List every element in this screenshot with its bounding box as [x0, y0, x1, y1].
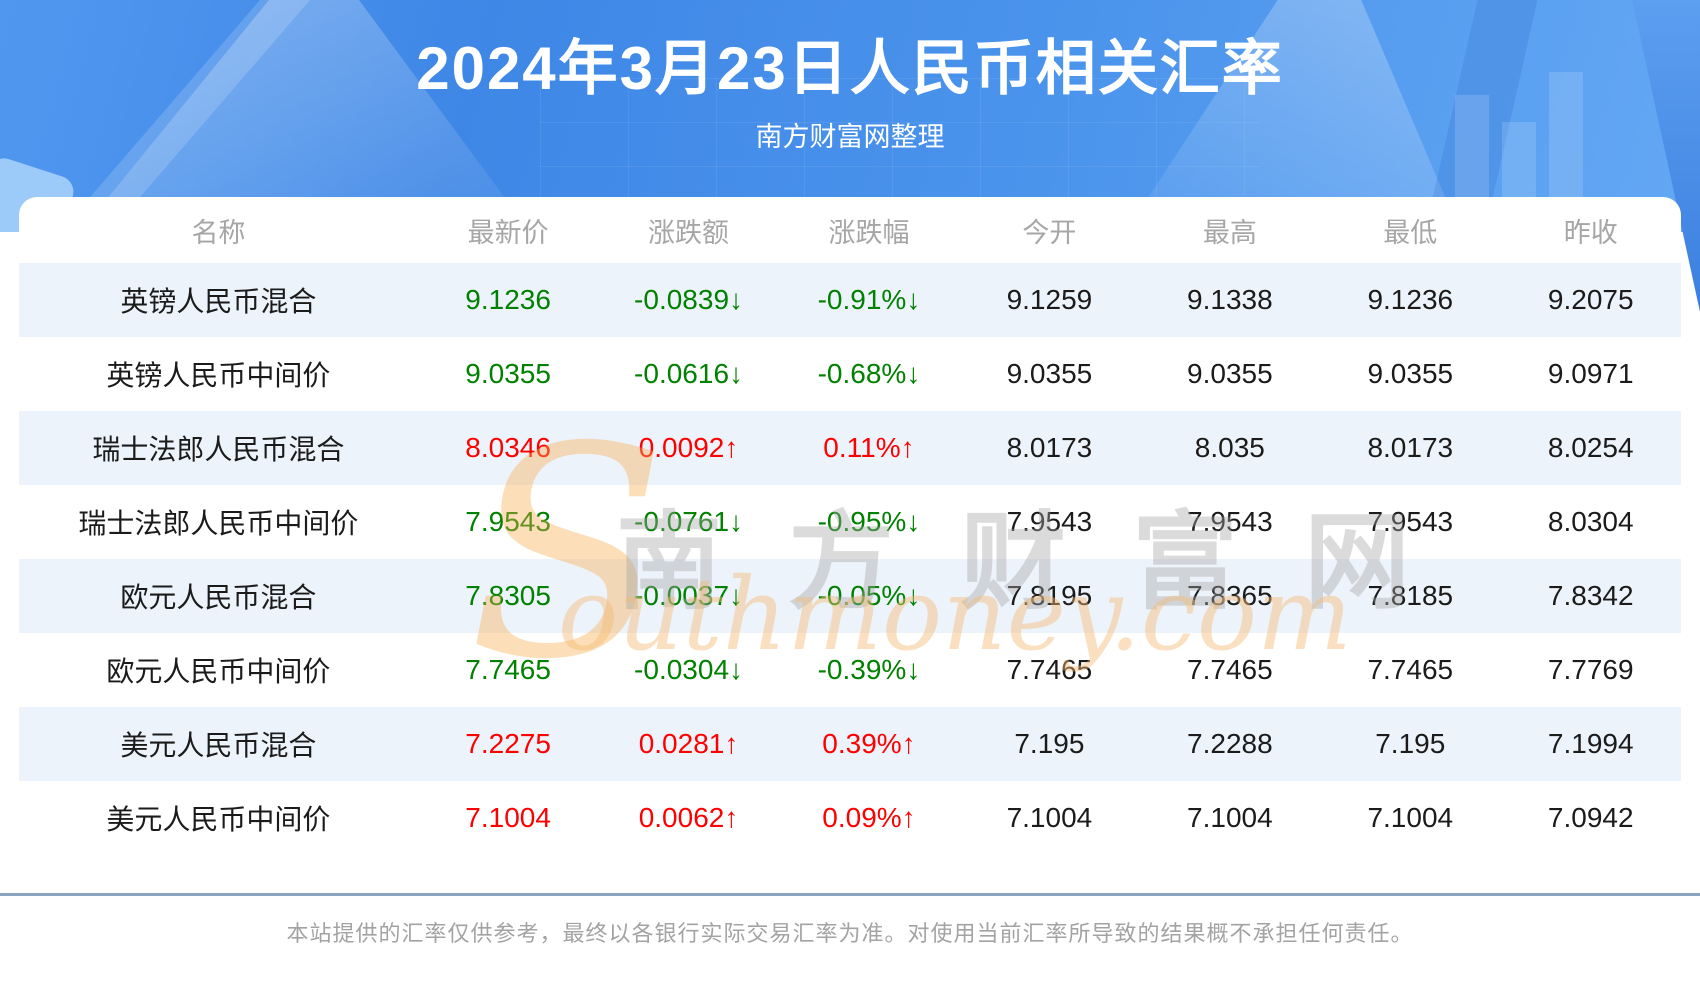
- page-subtitle: 南方财富网整理: [755, 122, 945, 152]
- cell-high: 9.0355: [1187, 358, 1273, 389]
- cell-last-price: 7.7465: [465, 654, 551, 685]
- cell-change-percent: -0.91%↓: [817, 284, 921, 315]
- footer-divider: [0, 893, 1700, 896]
- cell-change-percent: 0.11%↑: [823, 432, 915, 463]
- cell-change-percent: -0.68%↓: [817, 358, 921, 389]
- cell-last-price: 7.1004: [465, 802, 551, 833]
- table-row: 欧元人民币中间价 7.7465 -0.0304↓ -0.39%↓ 7.7465 …: [19, 633, 1681, 707]
- cell-change-percent: -0.39%↓: [817, 654, 921, 685]
- cell-open: 7.195: [1014, 728, 1085, 759]
- table-row: 瑞士法郎人民币中间价 7.9543 -0.0761↓ -0.95%↓ 7.954…: [19, 485, 1681, 559]
- cell-low: 7.8185: [1367, 580, 1454, 611]
- cell-prev-close: 7.1994: [1547, 728, 1634, 759]
- cell-high: 7.8365: [1187, 580, 1273, 611]
- cell-open: 7.8195: [1006, 580, 1093, 611]
- cell-currency-name: 欧元人民币混合: [120, 582, 317, 613]
- table-row: 英镑人民币中间价 9.0355 -0.0616↓ -0.68%↓ 9.0355 …: [19, 337, 1681, 411]
- rates-table: 名称 最新价 涨跌额 涨跌幅 今开 最高 最低 昨收 英镑人民币混合 9.123…: [19, 197, 1681, 855]
- cell-change-amount: -0.0839↓: [634, 284, 744, 315]
- column-header-low: 最低: [1383, 217, 1438, 248]
- column-header-name: 名称: [191, 217, 246, 248]
- cell-high: 7.7465: [1187, 654, 1273, 685]
- cell-open: 7.7465: [1006, 654, 1093, 685]
- cell-low: 9.1236: [1367, 284, 1454, 315]
- cell-prev-close: 8.0254: [1547, 432, 1634, 463]
- cell-currency-name: 美元人民币中间价: [106, 804, 331, 835]
- column-header-change-pct: 涨跌幅: [828, 217, 910, 248]
- rates-table-body: 英镑人民币混合 9.1236 -0.0839↓ -0.91%↓ 9.1259 9…: [19, 263, 1681, 855]
- cell-prev-close: 7.8342: [1547, 580, 1634, 611]
- column-header-high: 最高: [1202, 217, 1257, 248]
- cell-change-percent: -0.05%↓: [817, 580, 921, 611]
- cell-low: 7.7465: [1367, 654, 1454, 685]
- cell-change-amount: -0.0037↓: [634, 580, 744, 611]
- rates-card: 名称 最新价 涨跌额 涨跌幅 今开 最高 最低 昨收 英镑人民币混合 9.123…: [19, 197, 1681, 855]
- table-row: 美元人民币中间价 7.1004 0.0062↑ 0.09%↑ 7.1004 7.…: [19, 781, 1681, 855]
- table-row: 瑞士法郎人民币混合 8.0346 0.0092↑ 0.11%↑ 8.0173 8…: [19, 411, 1681, 485]
- cell-currency-name: 欧元人民币中间价: [106, 656, 331, 687]
- cell-low: 8.0173: [1367, 432, 1454, 463]
- cell-change-percent: 0.09%↑: [822, 802, 916, 833]
- cell-high: 9.1338: [1187, 284, 1273, 315]
- table-row: 美元人民币混合 7.2275 0.0281↑ 0.39%↑ 7.195 7.22…: [19, 707, 1681, 781]
- cell-low: 9.0355: [1367, 358, 1454, 389]
- cell-open: 8.0173: [1006, 432, 1093, 463]
- cell-prev-close: 7.0942: [1547, 802, 1634, 833]
- table-row: 欧元人民币混合 7.8305 -0.0037↓ -0.05%↓ 7.8195 7…: [19, 559, 1681, 633]
- cell-high: 7.2288: [1187, 728, 1273, 759]
- cell-low: 7.195: [1375, 728, 1446, 759]
- cell-change-amount: -0.0761↓: [634, 506, 744, 537]
- cell-last-price: 7.8305: [465, 580, 551, 611]
- cell-currency-name: 英镑人民币中间价: [106, 360, 331, 391]
- cell-change-amount: -0.0304↓: [634, 654, 744, 685]
- column-header-open: 今开: [1022, 217, 1077, 248]
- cell-change-amount: 0.0092↑: [638, 432, 739, 463]
- table-row: 英镑人民币混合 9.1236 -0.0839↓ -0.91%↓ 9.1259 9…: [19, 263, 1681, 337]
- table-header-row: 名称 最新价 涨跌额 涨跌幅 今开 最高 最低 昨收: [19, 197, 1681, 263]
- cell-low: 7.9543: [1367, 506, 1454, 537]
- cell-prev-close: 7.7769: [1547, 654, 1634, 685]
- cell-last-price: 7.2275: [465, 728, 551, 759]
- column-header-change: 涨跌额: [648, 217, 730, 248]
- cell-currency-name: 英镑人民币混合: [120, 286, 317, 317]
- cell-prev-close: 8.0304: [1547, 506, 1634, 537]
- cell-currency-name: 美元人民币混合: [120, 730, 317, 761]
- cell-currency-name: 瑞士法郎人民币中间价: [78, 508, 359, 539]
- cell-open: 7.1004: [1006, 802, 1093, 833]
- cell-change-amount: 0.0281↑: [638, 728, 739, 759]
- column-header-last-price: 最新价: [467, 217, 549, 248]
- cell-change-amount: -0.0616↓: [634, 358, 744, 389]
- column-header-prev-close: 昨收: [1563, 217, 1618, 248]
- cell-low: 7.1004: [1367, 802, 1454, 833]
- cell-open: 7.9543: [1006, 506, 1093, 537]
- cell-last-price: 8.0346: [465, 432, 551, 463]
- cell-high: 8.035: [1194, 432, 1265, 463]
- cell-last-price: 9.0355: [465, 358, 551, 389]
- cell-last-price: 9.1236: [465, 284, 551, 315]
- cell-change-percent: 0.39%↑: [822, 728, 916, 759]
- cell-last-price: 7.9543: [465, 506, 551, 537]
- cell-change-percent: -0.95%↓: [817, 506, 921, 537]
- cell-open: 9.1259: [1006, 284, 1093, 315]
- disclaimer-text: 本站提供的汇率仅供参考，最终以各银行实际交易汇率为准。对使用当前汇率所导致的结果…: [286, 921, 1414, 946]
- cell-change-amount: 0.0062↑: [638, 802, 739, 833]
- cell-prev-close: 9.0971: [1547, 358, 1634, 389]
- cell-prev-close: 9.2075: [1547, 284, 1634, 315]
- cell-high: 7.9543: [1187, 506, 1273, 537]
- cell-open: 9.0355: [1006, 358, 1093, 389]
- cell-high: 7.1004: [1187, 802, 1273, 833]
- cell-currency-name: 瑞士法郎人民币混合: [92, 434, 345, 465]
- page-title: 2024年3月23日人民币相关汇率: [416, 35, 1284, 102]
